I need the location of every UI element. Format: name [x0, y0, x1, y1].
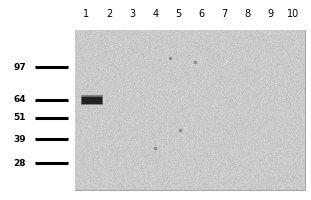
Text: 6: 6: [198, 9, 205, 19]
Text: 7: 7: [221, 9, 228, 19]
Bar: [75, 30, 305, 190]
Bar: [81, 96, 103, 104]
Text: 97: 97: [14, 62, 26, 72]
Text: 1: 1: [83, 9, 90, 19]
Text: 10: 10: [287, 9, 299, 19]
Text: 51: 51: [14, 114, 26, 122]
Text: 4: 4: [152, 9, 159, 19]
Bar: [81, 95, 103, 105]
Text: 39: 39: [14, 134, 26, 144]
Text: 3: 3: [129, 9, 136, 19]
Text: 2: 2: [106, 9, 113, 19]
Bar: [82, 97, 102, 104]
Text: 8: 8: [244, 9, 251, 19]
Text: 5: 5: [175, 9, 182, 19]
Text: 9: 9: [267, 9, 274, 19]
Text: 64: 64: [14, 96, 26, 104]
Text: 28: 28: [14, 158, 26, 168]
